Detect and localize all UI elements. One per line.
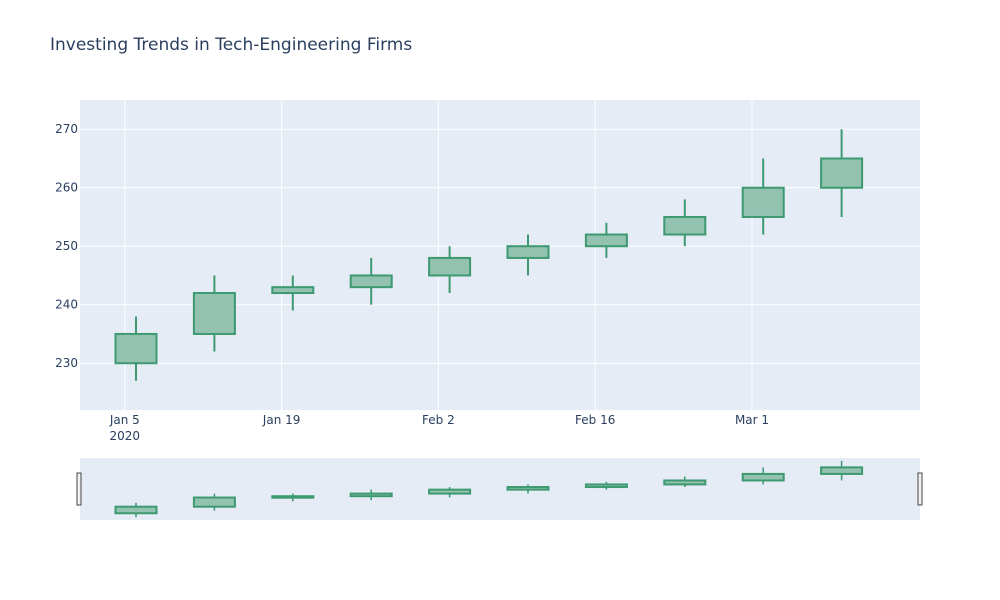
y-axis: 230 240 250 260 270 [55,122,78,370]
range-slider-left-handle[interactable] [76,472,82,506]
range-slider-right-handle[interactable] [917,472,923,506]
main-gridlines [80,100,920,410]
candle-body [192,292,236,335]
slider-candlestick [820,460,864,481]
main-plot-area[interactable] [80,100,920,410]
candle-body [741,186,785,218]
candle-body [584,233,628,248]
slider-candlestick [584,481,628,490]
range-slider[interactable] [80,458,920,520]
slider-candlestick [349,489,393,501]
slider-candlestick [506,484,550,494]
x-tick-label: Mar 1 [735,413,769,427]
slider-candle-body [663,479,707,486]
y-tick-label: 260 [55,181,78,195]
slider-candlestick [428,487,472,498]
slider-candlestick [663,476,707,488]
y-tick-label: 270 [55,122,78,136]
x-axis: Jan 5 2020 Jan 19 Feb 2 Feb 16 Mar 1 [109,413,769,443]
range-slider-series [114,460,864,518]
candlestick-series [114,129,864,381]
slider-candlestick [741,467,785,485]
candlestick[interactable] [271,275,315,311]
y-tick-label: 250 [55,239,78,253]
chart-title: Investing Trends in Tech-Engineering Fir… [50,35,412,55]
candle-body [114,332,158,365]
slider-candle-body [741,472,785,482]
candle-body [820,157,864,189]
x-tick-label: Jan 19 [262,413,301,427]
candlestick[interactable] [349,257,393,305]
y-tick-label: 230 [55,356,78,370]
x-tick-sublabel: 2020 [110,429,141,443]
slider-candle-body [271,495,315,499]
x-tick-label: Feb 16 [575,413,615,427]
slider-candle-body [428,488,472,495]
slider-candle-body [506,486,550,491]
slider-candle-body [584,483,628,489]
slider-candlestick [114,502,158,518]
candlestick[interactable] [584,222,628,258]
candlestick[interactable] [741,158,785,235]
candlestick[interactable] [506,234,550,276]
slider-candle-body [192,496,236,508]
candlestick[interactable] [663,199,707,247]
range-slider-handles[interactable] [76,472,923,506]
slider-candle-body [114,505,158,515]
slider-candlestick [271,493,315,502]
x-tick-label: Jan 5 [109,413,140,427]
candle-body [428,256,472,277]
slider-candle-body [349,492,393,498]
slider-candle-body [820,466,864,475]
candle-body [349,274,393,289]
candle-body [663,215,707,236]
x-tick-label: Feb 2 [422,413,455,427]
candle-body [506,245,550,259]
candle-body [271,286,315,295]
slider-candlestick [192,493,236,511]
candlestick[interactable] [428,246,472,294]
candlestick[interactable] [192,275,236,352]
y-tick-label: 240 [55,298,78,312]
candlestick[interactable] [114,316,158,381]
candlestick[interactable] [820,129,864,217]
